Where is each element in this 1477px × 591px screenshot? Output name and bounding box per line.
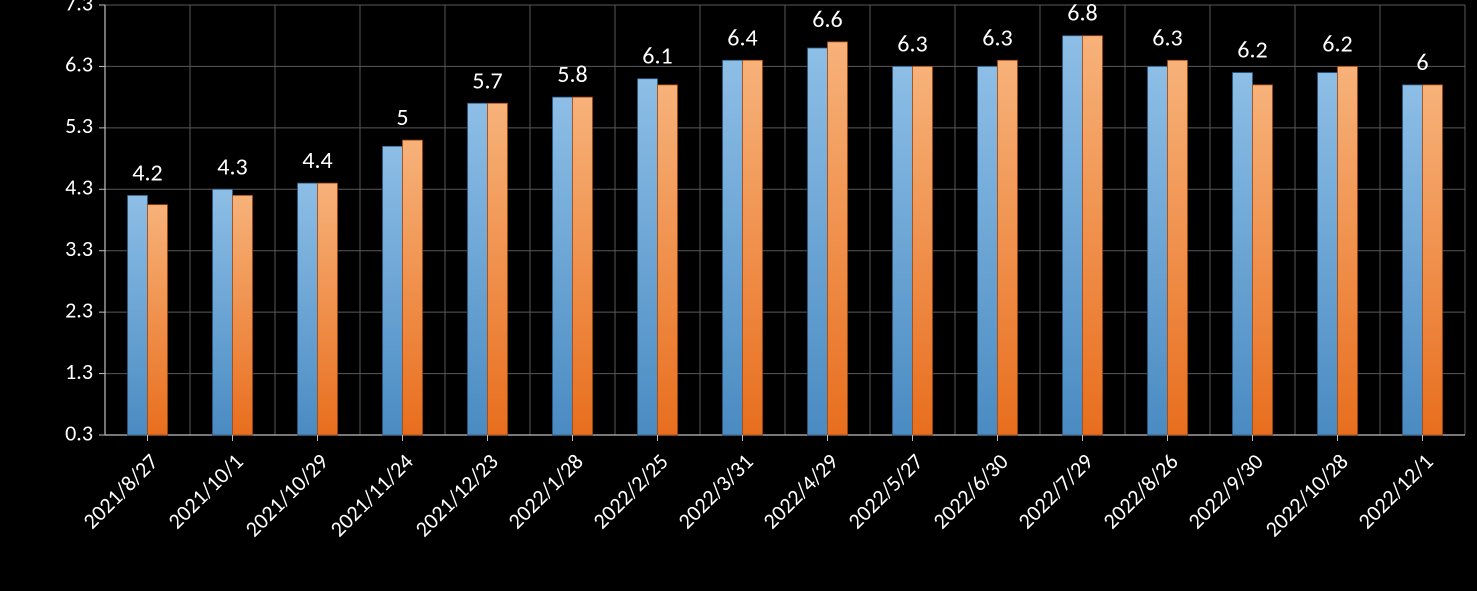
data-label: 6.4 xyxy=(727,23,757,52)
bar-series-a xyxy=(893,66,913,435)
data-label: 5.7 xyxy=(472,66,502,95)
bar-series-a xyxy=(553,97,573,435)
x-axis-tick-label: 2022/5/27 xyxy=(842,448,928,534)
bar-series-b xyxy=(743,60,763,435)
y-axis-tick-label: 2.3 xyxy=(65,296,93,323)
y-axis-tick-label: 1.3 xyxy=(65,358,93,385)
x-axis-tick-label: 2022/8/26 xyxy=(1097,448,1183,534)
bar-series-a xyxy=(1233,73,1253,435)
x-axis-tick-label: 2021/11/24 xyxy=(324,448,418,542)
y-axis-tick-label: 4.3 xyxy=(65,174,93,201)
bar-series-b xyxy=(318,183,338,435)
data-label: 6 xyxy=(1416,48,1428,77)
bar-series-b xyxy=(1253,85,1273,435)
x-axis-tick-label: 2022/2/25 xyxy=(587,448,673,534)
bar-series-b xyxy=(403,140,423,435)
bar-series-b xyxy=(1423,85,1443,435)
y-axis-tick-label: 7.3 xyxy=(65,0,93,16)
bar-series-a xyxy=(1403,85,1423,435)
x-axis-tick-label: 2022/4/29 xyxy=(757,448,843,534)
bar-series-a xyxy=(128,195,148,435)
data-label: 6.3 xyxy=(982,23,1012,52)
bar-series-b xyxy=(488,103,508,435)
bar-series-a xyxy=(468,103,488,435)
x-axis-tick-label: 2022/7/29 xyxy=(1012,448,1098,534)
data-label: 4.4 xyxy=(302,146,332,175)
bar-series-b xyxy=(1338,66,1358,435)
data-label: 6.2 xyxy=(1237,36,1267,65)
bar-series-a xyxy=(298,183,318,435)
bar-series-a xyxy=(723,60,743,435)
bar-series-b xyxy=(998,60,1018,435)
bar-series-b xyxy=(148,205,168,435)
bar-series-b xyxy=(658,85,678,435)
data-label: 6.6 xyxy=(812,5,842,34)
bar-series-a xyxy=(1063,36,1083,435)
bar-series-a xyxy=(213,189,233,435)
data-label: 6.8 xyxy=(1067,0,1097,28)
bar-series-b xyxy=(913,66,933,435)
bar-series-b xyxy=(1083,36,1103,435)
bar-series-a xyxy=(978,66,998,435)
chart-container: 0.3 1.3 2.3 3.3 4.3 5.3 6.3 7.3 2021/8/27 4.2 2021… xyxy=(0,0,1477,591)
bar-series-a xyxy=(638,79,658,435)
x-axis-tick-label: 2022/3/31 xyxy=(672,448,758,534)
x-axis-tick-label: 2022/10/28 xyxy=(1259,448,1353,542)
bar-series-b xyxy=(1168,60,1188,435)
data-label: 6.1 xyxy=(642,42,672,71)
data-label: 5 xyxy=(396,103,408,132)
bar-series-a xyxy=(1318,73,1338,435)
data-label: 4.3 xyxy=(217,152,247,181)
bar-series-b xyxy=(573,97,593,435)
y-axis-tick-label: 0.3 xyxy=(65,419,93,446)
x-axis-tick-label: 2022/6/30 xyxy=(927,448,1013,534)
x-axis-tick-label: 2021/10/29 xyxy=(239,448,333,542)
bar-series-a xyxy=(1148,66,1168,435)
x-axis-tick-label: 2022/1/28 xyxy=(502,448,588,534)
bar-series-a xyxy=(808,48,828,435)
data-label: 6.3 xyxy=(897,29,927,58)
bar-chart: 0.3 1.3 2.3 3.3 4.3 5.3 6.3 7.3 2021/8/27 4.2 2021… xyxy=(0,0,1477,591)
x-axis-tick-label: 2022/12/1 xyxy=(1352,448,1438,534)
x-axis-tick-label: 2021/12/23 xyxy=(409,448,503,542)
y-axis-tick-label: 5.3 xyxy=(65,112,93,139)
x-axis-tick-label: 2021/10/1 xyxy=(162,448,248,534)
x-axis-tick-label: 2022/9/30 xyxy=(1182,448,1268,534)
y-axis-tick-label: 6.3 xyxy=(65,51,93,78)
data-label: 6.2 xyxy=(1322,29,1352,58)
bar-series-b xyxy=(828,42,848,435)
y-axis-tick-label: 3.3 xyxy=(65,235,93,262)
bar-series-b xyxy=(233,195,253,435)
data-label: 5.8 xyxy=(557,60,587,89)
x-axis-tick-label: 2021/8/27 xyxy=(77,448,163,534)
data-label: 6.3 xyxy=(1152,23,1182,52)
bar-series-a xyxy=(383,146,403,435)
data-label: 4.2 xyxy=(132,158,162,187)
